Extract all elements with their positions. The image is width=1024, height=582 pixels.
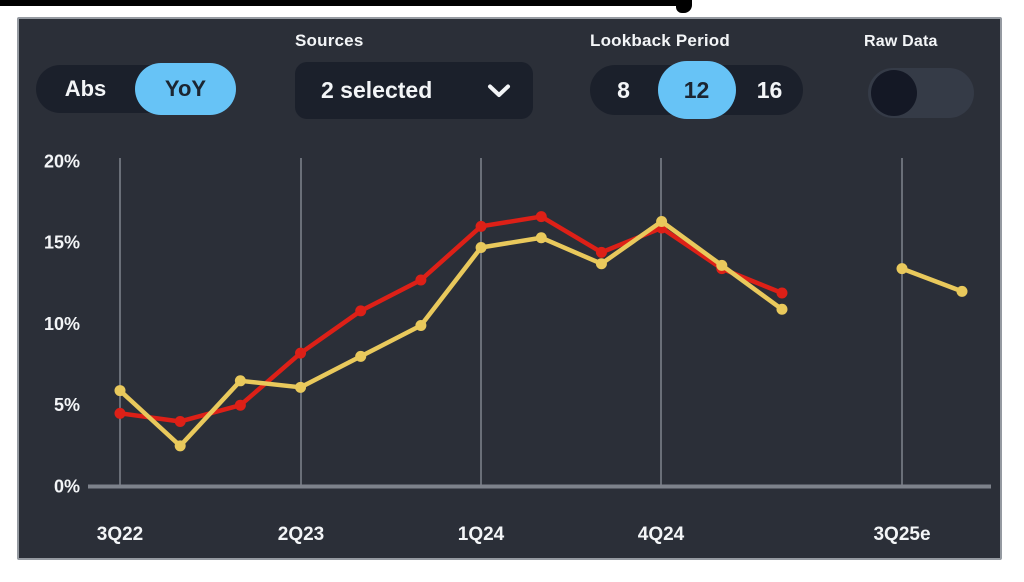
- raw-data-toggle[interactable]: [868, 68, 974, 118]
- lookback-option-16[interactable]: 16: [756, 76, 783, 103]
- series-yellow-point-3Q23: [355, 350, 367, 362]
- lookback-option-12-selected[interactable]: 12: [657, 61, 736, 119]
- abs-yoy-option-abs[interactable]: Abs: [64, 76, 107, 101]
- x-axis-label: 1Q24: [458, 524, 505, 545]
- cropped-title-letter-descender: [676, 0, 692, 13]
- series-yellow-point-4Q23: [415, 320, 427, 332]
- series-yellow-point-4Q22: [174, 440, 186, 452]
- series-yellow-point-1Q24: [475, 241, 487, 253]
- y-axis-tick-label: 10%: [44, 314, 80, 334]
- cropped-title-underline: [0, 0, 676, 6]
- series-red-point-1Q24: [475, 220, 487, 232]
- series-red-point-2Q24: [535, 211, 547, 223]
- estimate-line: [899, 266, 965, 294]
- abs-yoy-option-yoy-selected[interactable]: YoY: [135, 63, 236, 115]
- series-yellow-line: [117, 219, 785, 449]
- series-yellow-point-3Q24: [595, 258, 607, 270]
- series-red-point-4Q23: [415, 274, 427, 286]
- series-red-line: [117, 214, 785, 424]
- raw-data-label: Raw Data: [864, 33, 938, 50]
- y-axis-tick-label: 20%: [44, 151, 80, 171]
- series-yellow-point-2Q23: [295, 381, 307, 393]
- series-red-point-3Q23: [355, 305, 367, 317]
- x-axis-label: 3Q22: [97, 524, 143, 545]
- series-yellow-point-2Q24: [535, 232, 547, 244]
- x-axis-label: 2Q23: [278, 524, 324, 545]
- series-red-point-3Q22: [114, 407, 126, 419]
- series-red-point-4Q22: [174, 415, 186, 427]
- series-red-point-1Q23: [234, 399, 246, 411]
- lookback-option-8[interactable]: 8: [617, 76, 630, 103]
- series-red-point-2Q23: [295, 347, 307, 359]
- estimate-point-3Q25e: [896, 263, 908, 275]
- lookback-period-label: Lookback Period: [590, 31, 730, 50]
- series-yellow-point-3Q22: [114, 385, 126, 397]
- series-yellow-point-1Q23: [234, 375, 246, 387]
- y-axis-tick-label: 15%: [44, 233, 80, 253]
- toggle-knob[interactable]: [871, 70, 917, 116]
- sources-dropdown[interactable]: 2 selected: [295, 62, 533, 119]
- abs-yoy-toggle[interactable]: Abs YoY: [36, 63, 236, 115]
- chevron-down-icon: [487, 84, 511, 98]
- series-yellow-point-2Q25: [776, 303, 788, 315]
- estimate-point-4Q25e: [956, 285, 968, 297]
- series-red-point-2Q25: [776, 287, 788, 299]
- x-axis-label: 3Q25e: [873, 524, 930, 545]
- y-axis-tick-label: 5%: [54, 395, 80, 415]
- y-axis-tick-label: 0%: [54, 477, 80, 497]
- series-yellow-point-1Q25: [716, 259, 728, 271]
- series-yellow-point-4Q24: [656, 215, 668, 227]
- series-red-point-3Q24: [595, 246, 607, 258]
- x-axis-label: 4Q24: [638, 524, 685, 545]
- sources-label: Sources: [295, 31, 364, 50]
- chart-panel: Abs YoY Sources 2 selected Lookback Peri…: [17, 17, 1002, 560]
- lookback-period-control[interactable]: 8 12 16: [590, 61, 803, 119]
- sources-dropdown-value: 2 selected: [321, 77, 433, 103]
